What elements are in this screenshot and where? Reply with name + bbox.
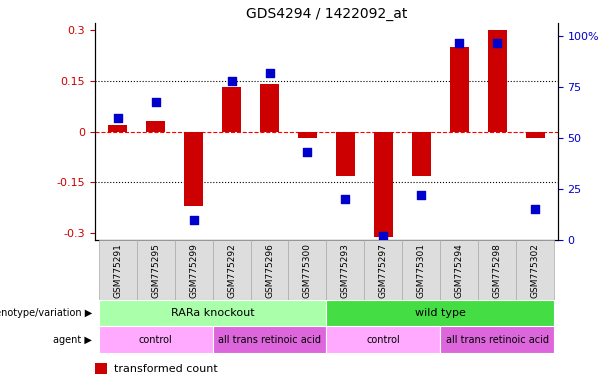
Bar [478,240,516,300]
Bar [412,131,431,175]
Text: GSM775297: GSM775297 [379,243,388,298]
Text: all trans retinoic acid: all trans retinoic acid [446,335,549,345]
Point [378,233,388,239]
Text: all trans retinoic acid: all trans retinoic acid [218,335,321,345]
Bar [327,326,440,353]
Text: GSM775294: GSM775294 [455,243,463,298]
Text: control: control [367,335,400,345]
Point [227,78,237,84]
Text: GSM775299: GSM775299 [189,243,198,298]
Bar [99,300,327,326]
Bar [516,240,554,300]
Text: transformed count: transformed count [113,364,217,374]
Bar [327,300,554,326]
Text: GSM775296: GSM775296 [265,243,274,298]
Bar [440,326,554,353]
Bar [289,240,327,300]
Bar [147,121,165,131]
Text: control: control [139,335,173,345]
Title: GDS4294 / 1422092_at: GDS4294 / 1422092_at [246,7,407,21]
Point [530,206,540,212]
Text: GSM775300: GSM775300 [303,243,312,298]
Bar [95,362,107,374]
Text: agent ▶: agent ▶ [53,335,92,345]
Bar [99,326,213,353]
Bar [175,240,213,300]
Bar [450,47,469,131]
Text: wild type: wild type [415,308,466,318]
Bar [336,131,355,175]
Point [151,99,161,105]
Point [454,40,464,46]
Point [265,70,275,76]
Bar [213,326,327,353]
Text: GSM775292: GSM775292 [227,243,236,298]
Text: RARa knockout: RARa knockout [171,308,254,318]
Bar [184,131,203,206]
Bar [260,84,279,131]
Text: GSM775301: GSM775301 [417,243,426,298]
Text: GSM775295: GSM775295 [151,243,160,298]
Point [189,217,199,223]
Point [303,149,313,156]
Bar [488,30,506,131]
Bar [374,131,393,237]
Bar [298,131,317,138]
Point [416,192,426,198]
Text: GSM775291: GSM775291 [113,243,122,298]
Text: GSM775293: GSM775293 [341,243,350,298]
Bar [109,125,128,131]
Bar [402,240,440,300]
Bar [137,240,175,300]
Text: GSM775298: GSM775298 [493,243,501,298]
Bar [440,240,478,300]
Bar [327,240,364,300]
Point [113,115,123,121]
Point [340,196,350,202]
Bar [213,240,251,300]
Text: GSM775302: GSM775302 [531,243,539,298]
Bar [222,88,241,131]
Text: genotype/variation ▶: genotype/variation ▶ [0,308,92,318]
Bar [525,131,544,138]
Bar [364,240,402,300]
Bar [251,240,289,300]
Point [492,40,502,46]
Bar [99,240,137,300]
